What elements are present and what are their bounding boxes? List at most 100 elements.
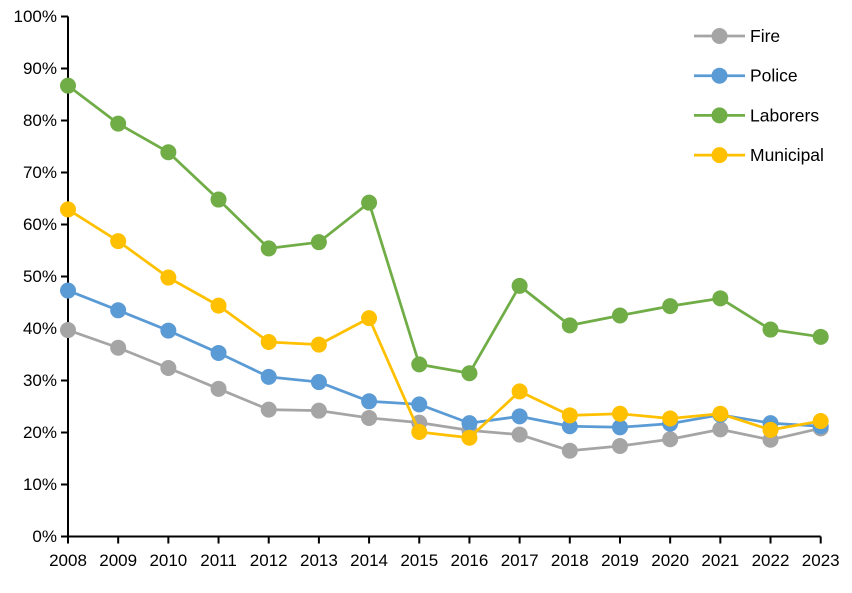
series-laborers: [60, 77, 829, 382]
data-point-police-2011: [210, 344, 227, 361]
data-point-police-2013: [310, 374, 327, 391]
data-point-municipal-2016: [461, 429, 478, 446]
data-point-police-2017: [511, 408, 528, 425]
data-point-fire-2013: [310, 402, 327, 419]
y-tick-label-20%: 20%: [23, 423, 57, 442]
x-tick-label-2015: 2015: [400, 551, 438, 570]
data-point-police-2015: [411, 396, 428, 413]
x-tick-label-2012: 2012: [250, 551, 288, 570]
y-tick-label-70%: 70%: [23, 163, 57, 182]
data-point-laborers-2010: [160, 144, 177, 161]
legend-item-laborers: Laborers: [694, 105, 819, 125]
legend-label-fire: Fire: [750, 26, 780, 46]
data-point-laborers-2009: [110, 115, 127, 132]
legend-label-police: Police: [750, 66, 798, 86]
series-municipal: [60, 201, 829, 446]
data-point-fire-2021: [712, 421, 729, 438]
x-tick-label-2011: 2011: [200, 551, 237, 570]
x-tick-label-2022: 2022: [752, 551, 790, 570]
data-point-fire-2018: [561, 442, 578, 459]
axes: 0% 10% 20% 30% 40% 50% 60% 70% 80% 90% 100% 2008 200…: [14, 7, 840, 570]
data-point-fire-2009: [110, 339, 127, 356]
series-line-municipal: [66, 208, 823, 440]
data-point-municipal-2012: [260, 334, 277, 351]
y-tick-label-90%: 90%: [23, 59, 57, 78]
x-tick-label-2014: 2014: [350, 551, 388, 570]
data-point-police-2019: [611, 419, 628, 436]
data-point-police-2012: [260, 368, 277, 385]
data-point-municipal-2017: [511, 383, 528, 400]
legend-label-laborers: Laborers: [750, 105, 819, 125]
data-point-fire-2020: [662, 431, 679, 448]
x-tick-label-2017: 2017: [501, 551, 539, 570]
legend-marker-police-icon: [711, 67, 728, 84]
x-tick-label-2016: 2016: [451, 551, 489, 570]
data-point-laborers-2015: [411, 356, 428, 373]
data-point-municipal-2011: [210, 297, 227, 314]
data-point-laborers-2021: [712, 290, 729, 307]
legend-item-fire: Fire: [694, 26, 780, 46]
data-point-municipal-2014: [361, 310, 378, 327]
data-point-laborers-2008: [60, 77, 76, 94]
data-point-laborers-2014: [361, 194, 378, 211]
x-tick-label-2023: 2023: [802, 551, 840, 570]
data-point-fire-2014: [361, 409, 378, 426]
series-line-fire: [66, 328, 823, 453]
data-point-laborers-2013: [310, 234, 327, 251]
x-tick-label-2021: 2021: [701, 551, 739, 570]
legend-marker-laborers-icon: [711, 107, 728, 124]
y-tick-label-100%: 100%: [14, 7, 57, 26]
legend-item-municipal: Municipal: [694, 145, 824, 165]
data-point-municipal-2008: [60, 201, 76, 218]
data-point-municipal-2015: [411, 423, 428, 440]
y-tick-label-50%: 50%: [23, 267, 57, 286]
y-tick-label-60%: 60%: [23, 215, 57, 234]
data-point-municipal-2010: [160, 269, 177, 286]
x-tick-label-2013: 2013: [300, 551, 338, 570]
y-tick-label-10%: 10%: [23, 475, 57, 494]
legend-marker-municipal-icon: [711, 147, 728, 164]
x-tick-label-2019: 2019: [601, 551, 639, 570]
x-tick-label-2008: 2008: [49, 551, 87, 570]
data-point-fire-2011: [210, 380, 227, 397]
data-point-fire-2019: [611, 438, 628, 455]
data-point-laborers-2020: [662, 298, 679, 315]
data-point-municipal-2009: [110, 233, 127, 250]
y-tick-label-30%: 30%: [23, 371, 57, 390]
data-point-laborers-2019: [611, 307, 628, 324]
x-tick-label-2020: 2020: [651, 551, 689, 570]
data-point-municipal-2018: [561, 407, 578, 424]
legend-marker-fire-icon: [711, 28, 728, 44]
data-point-laborers-2017: [511, 277, 528, 294]
data-point-municipal-2023: [812, 413, 829, 430]
data-point-fire-2008: [60, 322, 76, 339]
data-point-municipal-2021: [712, 405, 729, 422]
legend-label-municipal: Municipal: [750, 145, 824, 165]
x-tick-label-2010: 2010: [149, 551, 187, 570]
data-point-laborers-2023: [812, 328, 829, 345]
legend-item-police: Police: [694, 66, 798, 86]
data-point-fire-2017: [511, 426, 528, 443]
data-point-police-2008: [60, 282, 76, 299]
y-tick-label-0%: 0%: [32, 527, 57, 546]
data-point-fire-2012: [260, 401, 277, 418]
data-point-laborers-2011: [210, 191, 227, 208]
data-point-municipal-2022: [762, 421, 779, 438]
data-point-police-2010: [160, 322, 177, 339]
data-point-municipal-2020: [662, 410, 679, 427]
y-tick-label-40%: 40%: [23, 319, 57, 338]
series-line-police: [66, 289, 823, 429]
x-tick-label-2009: 2009: [99, 551, 137, 570]
x-tick-label-2018: 2018: [551, 551, 589, 570]
series-fire: [60, 322, 829, 459]
data-point-municipal-2019: [611, 405, 628, 422]
data-point-laborers-2022: [762, 321, 779, 338]
data-point-police-2016: [461, 415, 478, 432]
data-point-laborers-2016: [461, 365, 478, 382]
data-point-laborers-2012: [260, 240, 277, 257]
data-point-laborers-2018: [561, 317, 578, 334]
data-point-municipal-2013: [310, 336, 327, 353]
legend: Fire Police Laborers Municipal: [694, 26, 824, 165]
